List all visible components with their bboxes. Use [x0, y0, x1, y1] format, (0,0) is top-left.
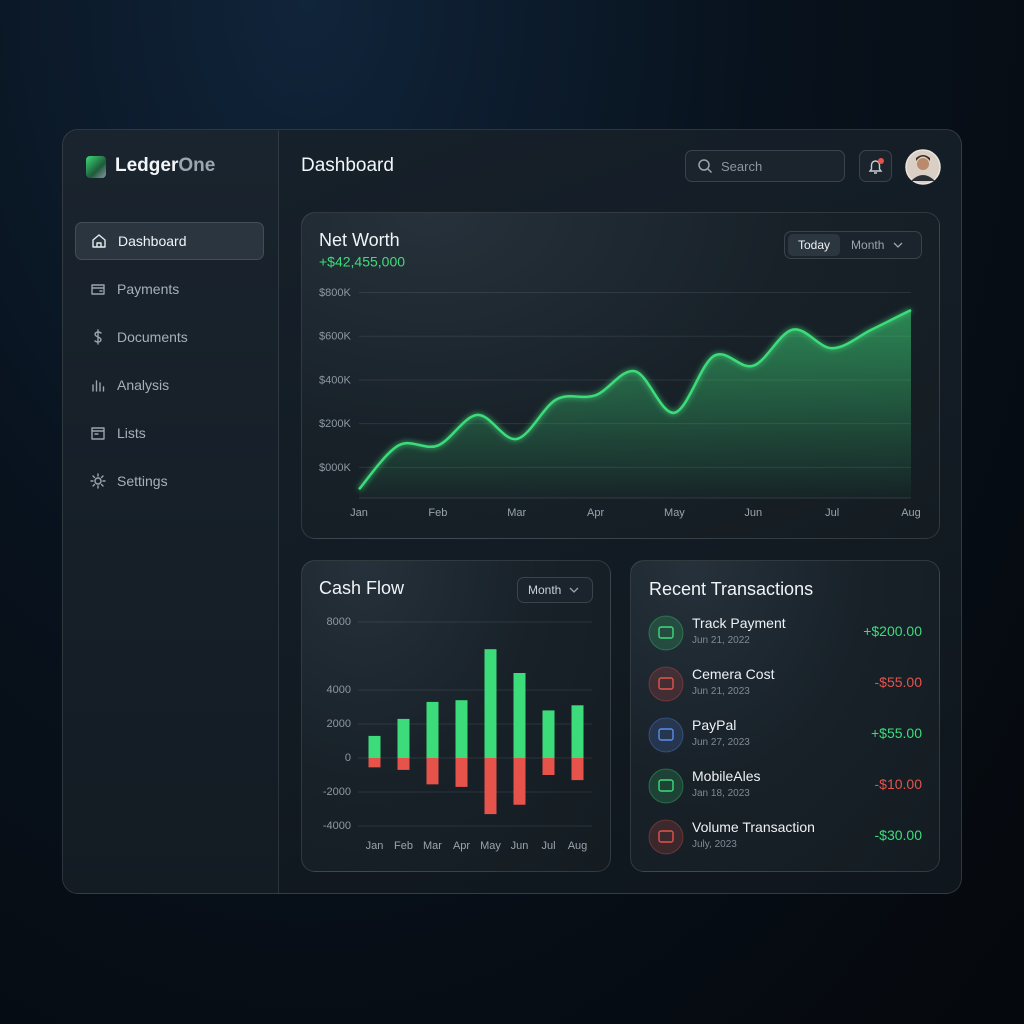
nav-icon — [90, 473, 106, 489]
transaction-row[interactable]: Cemera Cost Jun 21, 2023 -$55.00 — [631, 666, 939, 710]
transaction-amount: -$30.00 — [874, 827, 922, 843]
transaction-row[interactable]: MobileAles Jan 18, 2023 -$10.00 — [631, 768, 939, 812]
transaction-icon — [648, 666, 684, 702]
transaction-name: Volume Transaction — [692, 819, 815, 835]
transaction-amount: +$200.00 — [863, 623, 922, 639]
chevron — [569, 587, 579, 593]
transaction-row[interactable]: Track Payment Jun 21, 2022 +$200.00 — [631, 615, 939, 659]
search-icon — [698, 159, 713, 174]
icon-glyph — [658, 728, 674, 741]
bell-icon — [868, 158, 884, 174]
icon-glyph — [90, 473, 106, 489]
page-title: Dashboard — [301, 155, 394, 176]
nav-item[interactable]: Settings — [75, 462, 264, 500]
brand-logo — [86, 156, 106, 178]
app-window: LedgerOne Dashboard Payments Documents Anal… — [62, 129, 962, 894]
nav-label: Dashboard — [118, 233, 187, 249]
toggle-today[interactable]: Today — [788, 234, 841, 256]
transaction-row[interactable]: PayPal Jun 27, 2023 +$55.00 — [631, 717, 939, 761]
period-label: Month — [528, 583, 562, 597]
icon-glyph — [91, 427, 105, 440]
icon-bg — [648, 666, 684, 702]
transaction-icon — [648, 819, 684, 855]
nav-icon — [92, 234, 106, 248]
nav-item[interactable]: Analysis — [75, 366, 264, 404]
icon-bg — [648, 615, 684, 651]
transaction-date: July, 2023 — [692, 839, 737, 850]
transaction-name: Cemera Cost — [692, 666, 775, 682]
notifications-button[interactable] — [859, 150, 892, 182]
avatar[interactable] — [905, 149, 941, 185]
icon-glyph — [658, 677, 674, 690]
nav-item[interactable]: Lists — [75, 414, 264, 452]
icon-bg — [648, 717, 684, 753]
transaction-name: MobileAles — [692, 768, 761, 784]
nav-label: Analysis — [117, 377, 170, 393]
icon-glyph — [658, 830, 674, 843]
transaction-amount: -$10.00 — [874, 776, 922, 792]
nav-item[interactable]: Dashboard — [75, 222, 264, 260]
cash-flow-card — [301, 560, 611, 872]
nav-label: Payments — [117, 281, 180, 297]
nav-icon — [94, 329, 102, 345]
nav-item[interactable]: Payments — [75, 270, 264, 308]
transactions-title: Recent Transactions — [649, 579, 814, 599]
transaction-date: Jun 21, 2022 — [692, 635, 750, 646]
nav-icon — [91, 284, 105, 295]
nav-item[interactable]: Documents — [75, 318, 264, 356]
search-box[interactable]: Search — [685, 150, 845, 182]
search-placeholder: Search — [721, 158, 763, 174]
nav-icon — [92, 380, 105, 392]
transaction-name: PayPal — [692, 717, 737, 733]
icon-glyph — [92, 234, 106, 248]
transaction-date: Jun 27, 2023 — [692, 737, 750, 748]
nav-label: Lists — [117, 425, 146, 441]
transaction-row[interactable]: Volume Transaction July, 2023 -$30.00 — [631, 819, 939, 863]
net-worth-card — [301, 212, 940, 539]
icon-glyph — [658, 626, 674, 639]
nav-label: Settings — [117, 473, 168, 489]
chevron — [893, 242, 903, 248]
transaction-icon — [648, 717, 684, 753]
cash-flow-period[interactable]: Month — [517, 577, 593, 603]
icon-glyph — [91, 284, 105, 295]
range-toggle: Today Month — [784, 231, 922, 259]
transaction-amount: +$55.00 — [871, 725, 922, 741]
transaction-icon — [648, 615, 684, 651]
icon-glyph — [92, 380, 105, 392]
transaction-date: Jun 21, 2023 — [692, 686, 750, 697]
sidebar: LedgerOne Dashboard Payments Documents Anal… — [63, 130, 279, 893]
brand-suffix: One — [178, 155, 216, 176]
transactions-card: Recent Transactions Track Payment Jun 21,… — [630, 560, 940, 872]
transaction-name: Track Payment — [692, 615, 786, 631]
transaction-date: Jan 18, 2023 — [692, 788, 750, 799]
brand-name: Ledger — [115, 155, 179, 176]
icon-glyph — [658, 779, 674, 792]
nav-icon — [91, 427, 105, 440]
toggle-month[interactable]: Month — [851, 238, 885, 252]
transaction-amount: -$55.00 — [874, 674, 922, 690]
icon-bg — [648, 819, 684, 855]
transaction-icon — [648, 768, 684, 804]
nav-label: Documents — [117, 329, 188, 345]
icon-bg — [648, 768, 684, 804]
brand: LedgerOne — [115, 155, 215, 177]
icon-glyph — [94, 329, 102, 345]
